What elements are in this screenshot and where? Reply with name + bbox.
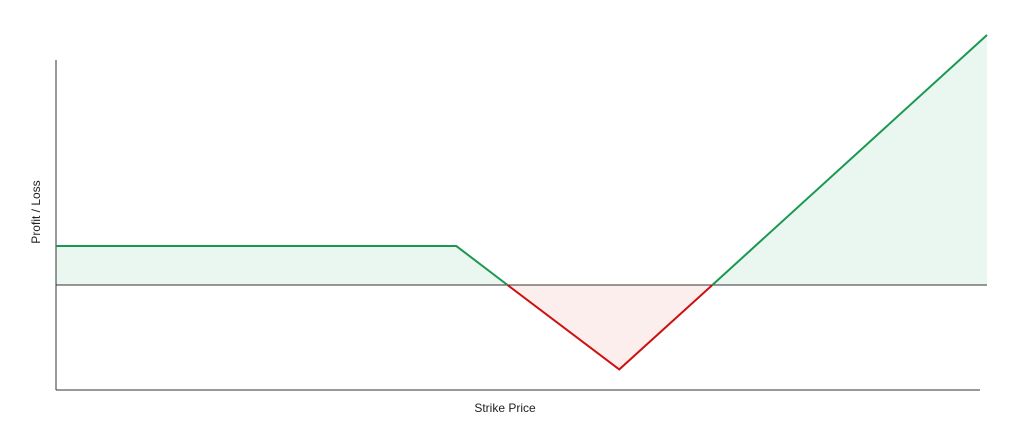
y-axis-label: Profit / Loss: [29, 180, 43, 243]
loss-area-1: [507, 285, 713, 370]
profit-line-2: [711, 34, 988, 286]
loss-line-1: [506, 284, 714, 371]
payoff-line-segments: [56, 34, 988, 371]
payoff-fill-areas: [56, 35, 987, 370]
profit-line-0: [56, 245, 509, 286]
x-axis-label: Strike Price: [474, 401, 536, 415]
profit-area-0: [56, 246, 508, 285]
